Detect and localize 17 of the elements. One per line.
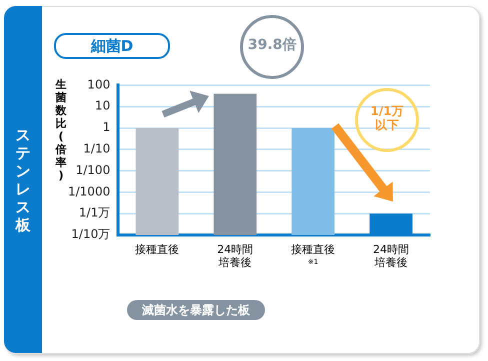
y-tick-label: 1/1000 [68, 184, 110, 198]
y-tick-label: 1/10万 [71, 227, 110, 242]
text: 39.8倍 [246, 36, 298, 54]
text: ステンレス板 [16, 126, 30, 234]
y-tick-label: 1 [102, 120, 110, 134]
y-tick-label: 1/100 [76, 162, 110, 177]
y-axis-title: 生菌数比(倍率) [54, 78, 68, 182]
annotation: 1/1万以下 [369, 104, 405, 132]
y-tick-label: 10 [94, 98, 110, 113]
y-tick-label: 100 [87, 77, 110, 92]
chart-title: 細菌D [54, 33, 170, 59]
y-tick-label: 1/1万 [78, 206, 110, 220]
y-tick-label: 1/10 [83, 142, 110, 156]
x-tick-label: 24時間培養後 [216, 243, 254, 269]
text: 滅菌水を暴露した板 [127, 300, 266, 320]
x-tick-label: 24時間培養後 [372, 243, 410, 269]
x-tick-label: 接種直後 [134, 243, 180, 256]
